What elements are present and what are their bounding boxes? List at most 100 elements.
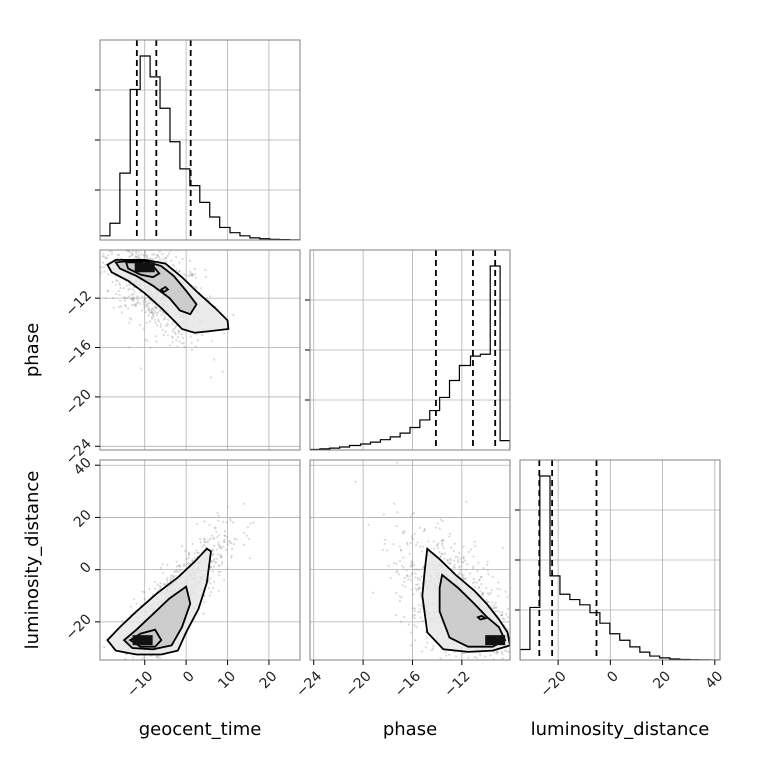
scatter-point bbox=[190, 273, 193, 276]
scatter-point bbox=[441, 542, 444, 545]
scatter-point bbox=[102, 265, 106, 269]
scatter-point bbox=[189, 270, 192, 274]
scatter-point bbox=[473, 540, 476, 543]
scatter-point bbox=[438, 551, 441, 554]
scatter-point bbox=[193, 552, 196, 555]
scatter-point bbox=[167, 318, 170, 321]
scatter-point bbox=[193, 557, 196, 560]
scatter-point bbox=[414, 639, 417, 642]
scatter-point bbox=[217, 543, 220, 547]
scatter-point bbox=[486, 569, 489, 572]
scatter-point bbox=[128, 321, 131, 324]
histogram-step-line bbox=[100, 55, 300, 240]
scatter-point bbox=[134, 233, 136, 235]
scatter-point bbox=[161, 563, 164, 566]
x-tick-label-phase: −12 bbox=[441, 668, 473, 700]
scatter-point bbox=[486, 662, 488, 664]
scatter-point bbox=[419, 545, 422, 548]
scatter-point bbox=[191, 559, 194, 562]
scatter-point bbox=[134, 255, 138, 258]
scatter-point bbox=[148, 299, 151, 302]
scatter-point bbox=[83, 723, 85, 725]
scatter-point bbox=[148, 663, 150, 665]
scatter-point bbox=[367, 523, 370, 527]
scatter-point bbox=[131, 288, 134, 291]
scatter-point bbox=[133, 237, 135, 239]
scatter-point bbox=[144, 338, 147, 341]
x-tick-label-phase: −16 bbox=[392, 668, 424, 700]
y-tick-label-luminosity-distance: 0 bbox=[77, 559, 95, 577]
density-content bbox=[310, 460, 533, 704]
scatter-point bbox=[448, 653, 451, 656]
scatter-point bbox=[449, 532, 452, 535]
scatter-point bbox=[104, 263, 107, 266]
scatter-point bbox=[413, 607, 416, 610]
scatter-point bbox=[401, 584, 404, 587]
scatter-point bbox=[449, 562, 452, 565]
scatter-point bbox=[171, 574, 174, 577]
x-tick-label-luminosity-distance: −20 bbox=[538, 668, 570, 700]
scatter-point bbox=[422, 530, 426, 533]
scatter-point bbox=[119, 240, 121, 242]
scatter-point bbox=[432, 540, 435, 543]
scatter-point bbox=[140, 242, 142, 244]
scatter-point bbox=[164, 256, 167, 259]
scatter-point bbox=[171, 330, 175, 333]
scatter-point bbox=[415, 583, 418, 586]
contour-level-2 bbox=[114, 260, 198, 316]
scatter-point bbox=[230, 554, 233, 558]
scatter-point bbox=[187, 553, 190, 556]
scatter-point bbox=[132, 299, 135, 303]
scatter-point bbox=[452, 559, 455, 562]
scatter-point bbox=[469, 662, 471, 664]
scatter-point bbox=[382, 513, 385, 516]
scatter-point bbox=[225, 521, 228, 524]
scatter-point bbox=[111, 296, 115, 300]
scatter-point bbox=[162, 318, 165, 321]
scatter-point bbox=[453, 566, 457, 569]
scatter-point bbox=[151, 313, 155, 316]
scatter-point bbox=[139, 302, 142, 305]
scatter-point bbox=[209, 566, 212, 569]
scatter-point bbox=[223, 540, 226, 544]
scatter-point bbox=[146, 339, 149, 342]
scatter-point bbox=[418, 568, 421, 571]
scatter-point bbox=[411, 513, 414, 516]
scatter-point bbox=[410, 573, 413, 576]
scatter-point bbox=[485, 598, 488, 602]
scatter-point bbox=[218, 546, 221, 549]
scatter-point bbox=[130, 237, 132, 239]
scatter-point bbox=[88, 266, 90, 268]
scatter-point bbox=[233, 538, 236, 541]
scatter-point bbox=[411, 534, 414, 537]
scatter-point bbox=[479, 590, 482, 593]
scatter-point bbox=[104, 223, 106, 225]
scatter-point bbox=[450, 546, 453, 549]
scatter-point bbox=[473, 702, 475, 704]
scatter-point bbox=[191, 273, 194, 276]
scatter-point bbox=[112, 306, 115, 310]
scatter-point bbox=[479, 654, 482, 657]
scatter-point bbox=[415, 626, 418, 629]
scatter-point bbox=[506, 608, 510, 611]
scatter-point bbox=[209, 376, 213, 379]
scatter-point bbox=[214, 561, 217, 564]
scatter-point bbox=[130, 297, 133, 300]
scatter-point bbox=[173, 265, 176, 268]
scatter-point bbox=[190, 341, 193, 344]
scatter-point bbox=[188, 551, 191, 554]
scatter-point bbox=[471, 671, 473, 673]
scatter-point bbox=[162, 234, 164, 236]
scatter-point bbox=[137, 256, 141, 259]
scatter-point bbox=[199, 537, 202, 541]
scatter-point bbox=[178, 564, 182, 567]
scatter-point bbox=[443, 557, 446, 560]
scatter-point bbox=[130, 662, 132, 664]
scatter-point bbox=[153, 233, 155, 235]
scatter-point bbox=[216, 511, 219, 515]
scatter-point bbox=[174, 333, 177, 336]
scatter-point bbox=[531, 651, 533, 653]
scatter-point bbox=[217, 564, 220, 567]
scatter-point bbox=[124, 305, 128, 308]
scatter-point bbox=[458, 571, 461, 575]
